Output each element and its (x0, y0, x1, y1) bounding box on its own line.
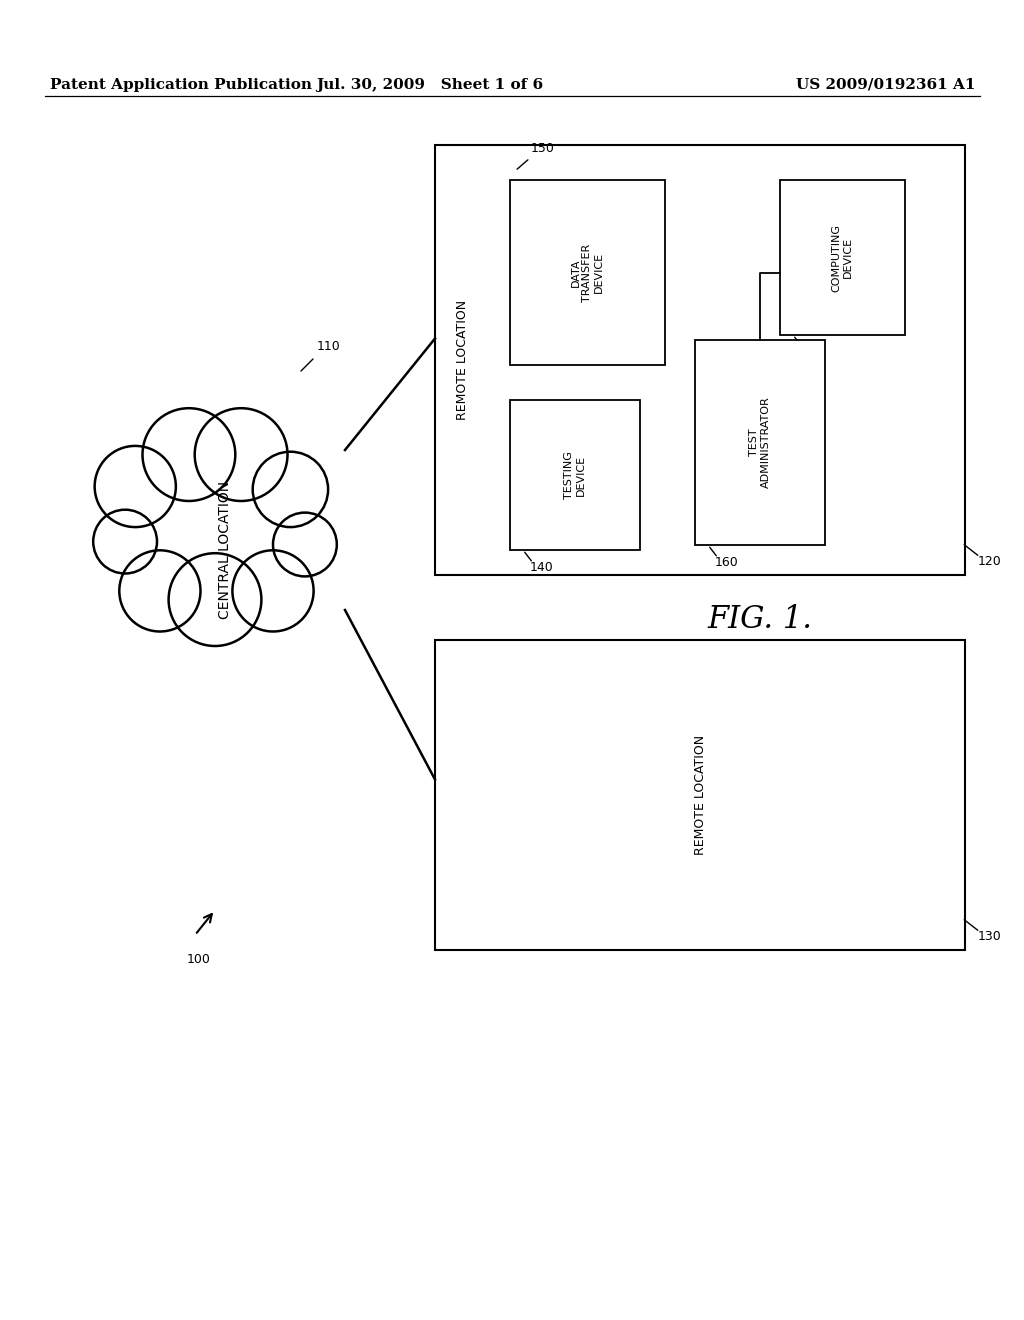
Bar (695, 341, 825, 545)
Bar (435, 145, 965, 576)
Circle shape (169, 553, 261, 645)
Text: REMOTE LOCATION: REMOTE LOCATION (693, 735, 707, 855)
Text: REMOTE LOCATION: REMOTE LOCATION (457, 300, 469, 420)
Text: 100: 100 (187, 953, 211, 966)
Text: FIG. 1.: FIG. 1. (708, 605, 812, 635)
Text: Jul. 30, 2009   Sheet 1 of 6: Jul. 30, 2009 Sheet 1 of 6 (316, 78, 544, 92)
Text: 140: 140 (530, 561, 554, 574)
Bar (510, 180, 665, 366)
Text: US 2009/0192361 A1: US 2009/0192361 A1 (796, 78, 975, 92)
Text: 160: 160 (715, 556, 738, 569)
Text: TESTING
DEVICE: TESTING DEVICE (564, 451, 586, 499)
Circle shape (93, 510, 157, 573)
Text: 170: 170 (800, 346, 824, 359)
Text: COMPUTING
DEVICE: COMPUTING DEVICE (831, 223, 853, 292)
Circle shape (273, 512, 337, 577)
Circle shape (253, 451, 328, 527)
Bar (510, 400, 640, 550)
Text: 120: 120 (978, 554, 1001, 568)
Circle shape (120, 550, 201, 631)
Text: TEST
ADMINISTRATOR: TEST ADMINISTRATOR (750, 396, 771, 488)
Circle shape (94, 446, 176, 527)
Circle shape (195, 408, 288, 502)
Text: 130: 130 (978, 931, 1001, 942)
Text: 150: 150 (531, 143, 555, 154)
Circle shape (142, 408, 236, 502)
Text: Patent Application Publication: Patent Application Publication (50, 78, 312, 92)
Bar (435, 640, 965, 950)
Circle shape (232, 550, 313, 631)
Text: DATA
TRANSFER
DEVICE: DATA TRANSFER DEVICE (571, 243, 604, 302)
Text: CENTRAL LOCATION: CENTRAL LOCATION (218, 480, 232, 619)
Bar (780, 180, 905, 335)
Text: 110: 110 (317, 341, 341, 352)
